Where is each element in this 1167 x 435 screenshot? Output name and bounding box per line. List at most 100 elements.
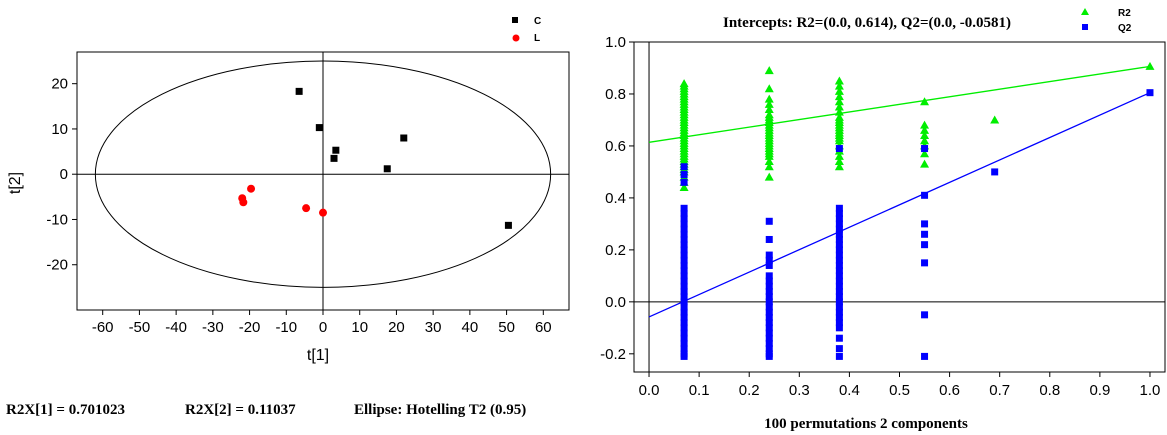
x-tick-label: 0.6	[939, 382, 960, 399]
point-q2	[680, 308, 688, 316]
x-tick-label: 60	[535, 319, 552, 336]
y-tick-label: 10	[51, 121, 68, 138]
x-tick-label: 0.4	[839, 382, 860, 399]
point-q2	[680, 230, 688, 238]
point-q2	[680, 287, 688, 295]
point-c	[400, 134, 408, 142]
point-q2	[680, 241, 688, 249]
x-tick-label: 50	[498, 319, 515, 336]
point-q2	[765, 217, 773, 225]
permutation-plot-legend: R2 Q2	[1081, 8, 1132, 34]
permutation-plot-regression-lines	[648, 65, 1151, 318]
point-l	[239, 198, 248, 207]
point-l	[319, 208, 327, 217]
y-tick-label: 0.6	[605, 138, 626, 155]
point-q2	[835, 272, 843, 280]
point-q2	[835, 319, 843, 327]
point-q2	[765, 287, 773, 295]
x-tick-label: 0.0	[639, 382, 660, 399]
footer-ellipse: Ellipse: Hotelling T2 (0.95)	[354, 402, 526, 418]
y-tick-label: 20	[51, 76, 68, 93]
regression-line-r2	[648, 65, 1151, 143]
point-q2	[835, 204, 843, 212]
point-r2	[764, 99, 774, 108]
score-plot-y-ticks: -20 -10 0 10 20	[46, 76, 77, 274]
x-tick-label: 0.5	[889, 382, 910, 399]
score-plot-y-label: t[2]	[7, 172, 24, 194]
point-r2	[834, 107, 844, 116]
point-r2	[764, 66, 774, 75]
point-c	[315, 124, 323, 132]
y-tick-label: -10	[46, 211, 68, 228]
point-l	[247, 184, 256, 193]
permutation-plot-title: Intercepts: R2=(0.0, 0.614), Q2=(0.0, -0…	[723, 15, 1011, 31]
point-q2	[680, 334, 688, 342]
point-q2	[835, 225, 843, 233]
point-q2	[835, 287, 843, 295]
x-tick-label: -60	[92, 319, 114, 336]
x-tick-label: 0.9	[1089, 382, 1110, 399]
point-q2	[765, 313, 773, 321]
point-q2	[921, 311, 929, 319]
score-plot-axes-lines	[77, 52, 569, 310]
legend-marker-l	[512, 34, 520, 42]
point-q2	[680, 204, 688, 212]
point-q2	[835, 298, 843, 306]
permutation-plot-x-ticks: 0.0 0.1 0.2 0.3 0.4 0.5 0.6 0.7 0.8 0.9 1.0	[639, 372, 1161, 399]
point-r2	[920, 125, 930, 134]
point-r2	[834, 76, 844, 85]
point-r2	[764, 151, 774, 160]
point-q2	[680, 272, 688, 280]
point-r2	[679, 183, 689, 192]
point-q2	[835, 324, 843, 332]
score-plot-x-label: t[1]	[307, 347, 329, 364]
y-tick-label: 0.8	[605, 86, 626, 103]
legend-label-r2: R2	[1118, 8, 1131, 19]
footer-r2x1: R2X[1] = 0.701023	[6, 402, 125, 418]
point-q2	[835, 352, 843, 360]
point-r2	[990, 115, 1000, 124]
point-q2	[835, 209, 843, 217]
permutation-plot-y-ticks: -0.2 0.0 0.2 0.4 0.6 0.8 1.0	[600, 34, 634, 363]
point-q2	[835, 246, 843, 254]
point-q2	[765, 352, 773, 360]
point-q2	[835, 308, 843, 316]
permutation-plot-frame	[633, 41, 1166, 373]
x-tick-label: 0	[319, 319, 327, 336]
point-q2	[680, 225, 688, 233]
point-q2	[921, 230, 929, 238]
x-tick-label: 1.0	[1140, 382, 1161, 399]
point-q2	[680, 352, 688, 360]
x-tick-label: 0.3	[789, 382, 810, 399]
point-q2	[680, 345, 688, 353]
point-r2	[920, 149, 930, 158]
x-tick-label: -10	[275, 319, 297, 336]
point-q2	[680, 251, 688, 259]
x-tick-label: 0.2	[739, 382, 760, 399]
point-q2	[835, 303, 843, 311]
x-tick-label: -30	[202, 319, 224, 336]
y-tick-label: 0.0	[605, 294, 626, 311]
point-q2	[680, 282, 688, 290]
point-q2	[835, 282, 843, 290]
permutation-plot: Intercepts: R2=(0.0, 0.614), Q2=(0.0, -0…	[600, 8, 1166, 432]
point-q2	[835, 230, 843, 238]
legend-marker-r2	[1081, 8, 1089, 15]
point-q2	[765, 251, 773, 259]
point-q2	[921, 259, 929, 267]
point-r2	[834, 151, 844, 160]
point-r2	[920, 159, 930, 168]
x-tick-label: -50	[129, 319, 151, 336]
point-r2	[834, 92, 844, 101]
point-q2	[680, 220, 688, 228]
point-q2	[835, 251, 843, 259]
legend-label-c: C	[534, 16, 541, 27]
x-tick-label: 10	[351, 319, 368, 336]
point-q2	[765, 272, 773, 280]
point-q2	[680, 267, 688, 275]
point-q2	[765, 261, 773, 269]
y-tick-label: 0	[60, 166, 68, 183]
point-q2	[921, 241, 929, 249]
point-q2	[680, 246, 688, 254]
x-tick-label: 30	[425, 319, 442, 336]
